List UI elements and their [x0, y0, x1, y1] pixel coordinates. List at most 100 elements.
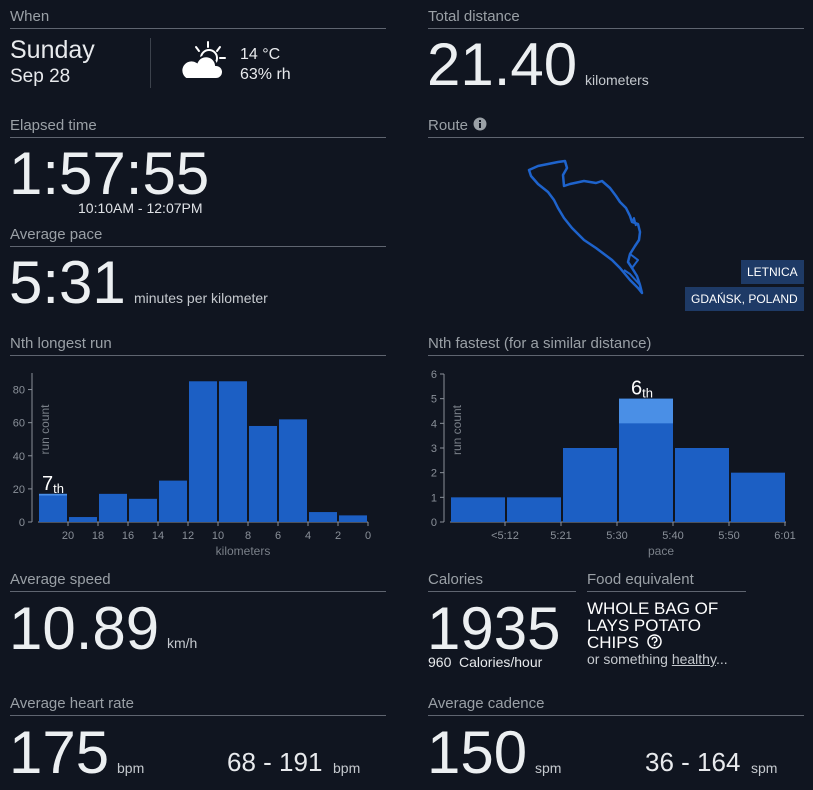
- route-map[interactable]: [520, 150, 660, 305]
- y-tick-label: 2: [431, 468, 437, 480]
- route-title: Route: [428, 117, 469, 134]
- distance-value: 21.40: [427, 31, 578, 98]
- cadence-title: Average cadence: [428, 695, 545, 712]
- pace-unit: minutes per kilometer: [134, 290, 268, 306]
- bar: [675, 448, 729, 522]
- food-subtext: or something healthy...: [587, 651, 728, 667]
- y-tick-label: 20: [13, 484, 25, 496]
- distance-title: Total distance: [428, 8, 520, 25]
- location-badge-district: LETNICA: [741, 260, 804, 284]
- y-tick-label: 40: [13, 451, 25, 463]
- calories-value: 1935: [427, 595, 561, 662]
- x-tick-label: 5:21: [550, 530, 571, 542]
- date-label: Sep 28: [10, 66, 71, 87]
- heart-unit: bpm: [117, 760, 145, 776]
- pace-rule: [10, 246, 386, 247]
- fastest-title: Nth fastest (for a similar distance): [428, 335, 652, 352]
- elapsed-title: Elapsed time: [10, 117, 97, 134]
- bar: [99, 493, 127, 522]
- y-axis-label: run count: [450, 404, 464, 455]
- y-tick-label: 6: [431, 369, 437, 381]
- longest-rule: [10, 355, 386, 356]
- bar: [279, 419, 307, 522]
- x-tick-label: 12: [182, 530, 194, 542]
- pace-title: Average pace: [10, 226, 103, 243]
- x-tick-label: 10: [212, 530, 224, 542]
- x-tick-label: 4: [305, 530, 311, 542]
- bar: [451, 497, 505, 522]
- cadence-range-unit: spm: [751, 760, 778, 776]
- y-tick-label: 60: [13, 418, 25, 430]
- food-line-2: LAYS POTATO: [587, 616, 701, 635]
- y-tick-label: 5: [431, 394, 437, 406]
- calories-per-hour-value: 960: [428, 654, 452, 670]
- speed-rule: [10, 591, 386, 592]
- bar: [159, 480, 187, 522]
- food-line-1: WHOLE BAG OF: [587, 599, 719, 618]
- y-axis-label: run count: [38, 404, 52, 455]
- when-title: When: [10, 8, 50, 25]
- when-rule: [10, 28, 386, 29]
- x-tick-label: <5:12: [491, 530, 519, 542]
- x-tick-label: 8: [245, 530, 251, 542]
- longest-title: Nth longest run: [10, 335, 112, 352]
- x-tick-label: 18: [92, 530, 104, 542]
- pace-value: 5:31: [9, 249, 126, 316]
- speed-unit: km/h: [167, 635, 198, 651]
- bar: [219, 381, 247, 522]
- calories-rule: [428, 591, 576, 592]
- x-tick-label: 5:30: [606, 530, 627, 542]
- y-tick-label: 0: [19, 517, 25, 529]
- x-axis-label: pace: [648, 544, 674, 558]
- y-tick-label: 3: [431, 443, 437, 455]
- healthy-link[interactable]: healthy: [671, 651, 716, 667]
- fastest-rule: [428, 355, 804, 356]
- rank-annotation: 6th: [631, 378, 653, 401]
- x-tick-label: 20: [62, 530, 74, 542]
- food-title: Food equivalent: [587, 571, 694, 588]
- temperature-label: 14 °C: [240, 46, 281, 63]
- humidity-label: 63% rh: [240, 66, 291, 83]
- food-rule: [587, 591, 746, 592]
- info-icon[interactable]: [473, 117, 487, 131]
- bar: [39, 493, 67, 522]
- bar-highlight: [39, 493, 67, 496]
- y-tick-label: 4: [431, 418, 437, 430]
- help-icon[interactable]: [647, 634, 662, 649]
- x-tick-label: 6: [275, 530, 281, 542]
- partly-cloudy-icon: [180, 41, 226, 80]
- bar: [507, 497, 561, 522]
- x-tick-label: 5:50: [718, 530, 739, 542]
- when-divider: [150, 38, 151, 88]
- distance-unit: kilometers: [585, 72, 649, 88]
- cadence-rule: [428, 715, 804, 716]
- food-sub-suffix: ...: [715, 651, 728, 667]
- bar: [129, 498, 157, 522]
- food-sub-prefix: or something: [587, 651, 668, 667]
- x-tick-label: 0: [365, 530, 371, 542]
- x-tick-label: 2: [335, 530, 341, 542]
- elapsed-range: 10:10AM - 12:07PM: [78, 200, 203, 216]
- bar-highlight: [619, 398, 673, 424]
- elapsed-rule: [10, 137, 386, 138]
- bar: [249, 425, 277, 522]
- elapsed-value: 1:57:55: [9, 140, 210, 207]
- location-badge-city: GDAŃSK, POLAND: [685, 287, 804, 311]
- x-tick-label: 6:01: [774, 530, 795, 542]
- bar: [69, 517, 97, 522]
- x-tick-label: 14: [152, 530, 164, 542]
- x-axis-label: kilometers: [216, 544, 271, 558]
- speed-value: 10.89: [9, 595, 160, 662]
- fastest-run-chart: 0 1 2 3 4 5 6 run count 6th <5:12 5:21 5:30 5:40 5:50…: [431, 369, 796, 558]
- cadence-unit: spm: [535, 760, 562, 776]
- cadence-range: 36 - 164: [645, 747, 741, 777]
- bar: [731, 472, 785, 522]
- bar: [563, 448, 617, 522]
- rank-annotation: 7th: [42, 473, 64, 496]
- cadence-value: 150: [427, 719, 528, 786]
- food-line-3: CHIPS: [587, 633, 639, 652]
- x-tick-label: 5:40: [662, 530, 683, 542]
- speed-title: Average speed: [10, 571, 111, 588]
- heart-value: 175: [9, 719, 110, 786]
